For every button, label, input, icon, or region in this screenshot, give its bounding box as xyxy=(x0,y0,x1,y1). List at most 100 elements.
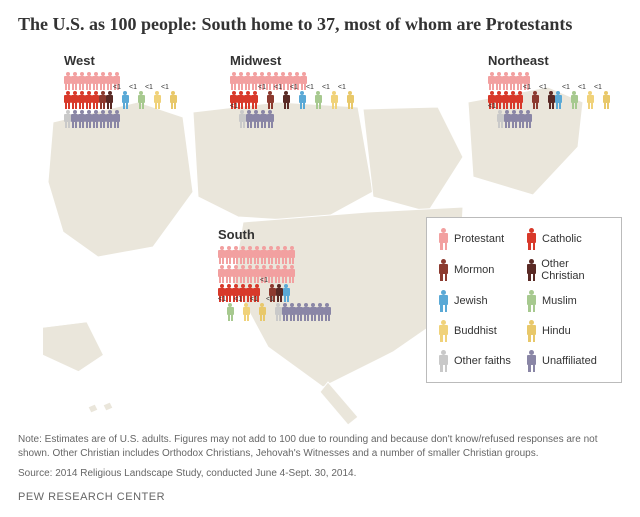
person-icon: .person[data-c="catholic"] .p-legs:befor… xyxy=(251,91,258,109)
person-icon: .legend-item[data-k="catholic"] .lp-legs… xyxy=(527,228,536,250)
lt1-label: <1 xyxy=(274,88,282,106)
person-icon: .person[data-c="catholic"] .p-legs:befor… xyxy=(495,91,502,109)
person-icon: .person[data-c="unaffiliated"] .p-legs:b… xyxy=(324,303,331,321)
person-icon: .person[data-c="catholic"] .p-legs:befor… xyxy=(509,91,516,109)
person-icon: .person[data-c="protestant"] .p-legs:bef… xyxy=(237,72,244,90)
person-icon: .person[data-c="unaffiliated"] .p-legs:b… xyxy=(518,110,525,128)
person-icon: .person[data-c="unaffiliated"] .p-legs:b… xyxy=(92,110,99,128)
person-icon: .person[data-c="jewish"] .p-legs:before,… xyxy=(555,91,562,109)
person-icon: .person[data-c="muslim"] .p-legs:before,… xyxy=(315,91,322,109)
person-icon: .person[data-c="protestant"] .p-legs:bef… xyxy=(288,246,295,264)
person-icon: .person[data-c="protestant"] .p-legs:bef… xyxy=(495,72,502,90)
person-icon: .legend-item[data-k="buddhist"] .lp-legs… xyxy=(439,320,448,342)
legend-label: Protestant xyxy=(454,233,504,245)
footnote: Note: Estimates are of U.S. adults. Figu… xyxy=(18,433,622,461)
person-icon: .person[data-c="buddhist"] .p-legs:befor… xyxy=(243,303,250,321)
person-icon: .person[data-c="buddhist"] .p-legs:befor… xyxy=(154,91,161,109)
person-icon: .legend-item[data-k="hindu"] .lp-legs:be… xyxy=(527,320,536,342)
person-icon: .person[data-c="protestant"] .p-legs:bef… xyxy=(85,72,92,90)
person-icon: .person[data-c="catholic"] .p-legs:befor… xyxy=(85,91,92,109)
lt1-label: <1 xyxy=(161,88,169,106)
person-icon: .person[data-c="catholic"] .p-legs:befor… xyxy=(71,91,78,109)
lt1-label: <1 xyxy=(250,300,258,318)
person-icon: .person[data-c="other_christian"] .p-leg… xyxy=(283,91,290,109)
person-icon: .legend-item[data-k="protestant"] .lp-le… xyxy=(439,228,448,250)
person-icon: .person[data-c="protestant"] .p-legs:bef… xyxy=(225,246,232,264)
legend-label: Catholic xyxy=(542,233,582,245)
map-container: West.person[data-c="protestant"] .p-legs… xyxy=(18,47,622,427)
person-icon: .person[data-c="catholic"] .p-legs:befor… xyxy=(244,91,251,109)
region-south: South.person[data-c="protestant"] .p-leg… xyxy=(218,227,331,322)
person-icon: .person[data-c="unaffiliated"] .p-legs:b… xyxy=(310,303,317,321)
people-row: .person[data-c="catholic"] .p-legs:befor… xyxy=(64,91,177,109)
person-icon: .person[data-c="protestant"] .p-legs:bef… xyxy=(64,72,71,90)
person-icon: .person[data-c="protestant"] .p-legs:bef… xyxy=(106,72,113,90)
region-midwest: Midwest.person[data-c="protestant"] .p-l… xyxy=(230,53,354,129)
person-icon: .person[data-c="protestant"] .p-legs:bef… xyxy=(253,265,260,283)
legend-item-unaffiliated: .legend-item[data-k="unaffiliated"] .lp-… xyxy=(527,350,609,372)
person-icon: .person[data-c="protestant"] .p-legs:bef… xyxy=(218,265,225,283)
person-icon: .person[data-c="unaffiliated"] .p-legs:b… xyxy=(525,110,532,128)
legend-label: Hindu xyxy=(542,325,571,337)
lt1-label: <1 xyxy=(113,88,121,106)
lt1-label: <1 xyxy=(539,88,547,106)
person-icon: .person[data-c="protestant"] .p-legs:bef… xyxy=(253,246,260,264)
person-icon: .person[data-c="unaffiliated"] .p-legs:b… xyxy=(303,303,310,321)
person-icon: .legend-item[data-k="other_faiths"] .lp-… xyxy=(439,350,448,372)
lt1-label: <1 xyxy=(145,88,153,106)
person-icon: .person[data-c="jewish"] .p-legs:before,… xyxy=(122,91,129,109)
lt1-label: <1 xyxy=(290,88,298,106)
lt1-label: <1 xyxy=(594,88,602,106)
person-icon: .person[data-c="protestant"] .p-legs:bef… xyxy=(225,265,232,283)
person-icon: .person[data-c="catholic"] .p-legs:befor… xyxy=(92,91,99,109)
legend-item-protestant: .legend-item[data-k="protestant"] .lp-le… xyxy=(439,228,521,250)
person-icon: .person[data-c="protestant"] .p-legs:bef… xyxy=(502,72,509,90)
person-icon: .person[data-c="protestant"] .p-legs:bef… xyxy=(281,265,288,283)
legend-label: Other faiths xyxy=(454,355,511,367)
person-icon: .person[data-c="mormon"] .p-legs:before,… xyxy=(532,91,539,109)
lt1-label: <1 xyxy=(306,88,314,106)
person-icon: .person[data-c="mormon"] .p-legs:before,… xyxy=(267,91,274,109)
legend-item-hindu: .legend-item[data-k="hindu"] .lp-legs:be… xyxy=(527,320,609,342)
person-icon: .person[data-c="catholic"] .p-legs:befor… xyxy=(237,91,244,109)
person-icon: .person[data-c="unaffiliated"] .p-legs:b… xyxy=(99,110,106,128)
person-icon: .person[data-c="unaffiliated"] .p-legs:b… xyxy=(260,110,267,128)
person-icon: .person[data-c="unaffiliated"] .p-legs:b… xyxy=(106,110,113,128)
person-icon: .person[data-c="protestant"] .p-legs:bef… xyxy=(92,72,99,90)
lt1-label: <1 xyxy=(338,88,346,106)
lt1-label: <1 xyxy=(488,107,496,125)
person-icon: .person[data-c="protestant"] .p-legs:bef… xyxy=(488,72,495,90)
person-icon: .person[data-c="muslim"] .p-legs:before,… xyxy=(227,303,234,321)
person-icon: .person[data-c="protestant"] .p-legs:bef… xyxy=(267,265,274,283)
person-icon: .person[data-c="catholic"] .p-legs:befor… xyxy=(64,91,71,109)
lt1-label: <1 xyxy=(523,88,531,106)
legend-label: Unaffiliated xyxy=(542,355,597,367)
people-row: .person[data-c="protestant"] .p-legs:bef… xyxy=(488,72,610,90)
person-icon: .person[data-c="hindu"] .p-legs:before,.… xyxy=(603,91,610,109)
person-icon: .person[data-c="catholic"] .p-legs:befor… xyxy=(225,284,232,302)
person-icon: .person[data-c="protestant"] .p-legs:bef… xyxy=(265,72,272,90)
source-line: Source: 2014 Religious Landscape Study, … xyxy=(18,467,622,481)
person-icon: .person[data-c="unaffiliated"] .p-legs:b… xyxy=(289,303,296,321)
legend-item-buddhist: .legend-item[data-k="buddhist"] .lp-legs… xyxy=(439,320,521,342)
chart-title: The U.S. as 100 people: South home to 37… xyxy=(18,14,622,35)
person-icon: .person[data-c="buddhist"] .p-legs:befor… xyxy=(331,91,338,109)
people-row: .person[data-c="protestant"] .p-legs:bef… xyxy=(218,246,331,264)
person-icon: .person[data-c="buddhist"] .p-legs:befor… xyxy=(587,91,594,109)
person-icon: .person[data-c="protestant"] .p-legs:bef… xyxy=(232,265,239,283)
person-icon: .person[data-c="hindu"] .p-legs:before,.… xyxy=(259,303,266,321)
region-west: West.person[data-c="protestant"] .p-legs… xyxy=(64,53,177,129)
lt1-label: <1 xyxy=(562,88,570,106)
person-icon: .person[data-c="unaffiliated"] .p-legs:b… xyxy=(282,303,289,321)
lt1-label: <1 xyxy=(322,88,330,106)
legend-item-catholic: .legend-item[data-k="catholic"] .lp-legs… xyxy=(527,228,609,250)
lt1-label: <1 xyxy=(218,300,226,318)
person-icon: .person[data-c="protestant"] .p-legs:bef… xyxy=(246,246,253,264)
person-icon: .person[data-c="muslim"] .p-legs:before,… xyxy=(571,91,578,109)
person-icon: .person[data-c="protestant"] .p-legs:bef… xyxy=(239,246,246,264)
person-icon: .person[data-c="protestant"] .p-legs:bef… xyxy=(516,72,523,90)
person-icon: .person[data-c="catholic"] .p-legs:befor… xyxy=(502,91,509,109)
person-icon: .person[data-c="unaffiliated"] .p-legs:b… xyxy=(71,110,78,128)
person-icon: .person[data-c="hindu"] .p-legs:before,.… xyxy=(170,91,177,109)
people-row: <1.person[data-c="muslim"] .p-legs:befor… xyxy=(218,303,331,321)
